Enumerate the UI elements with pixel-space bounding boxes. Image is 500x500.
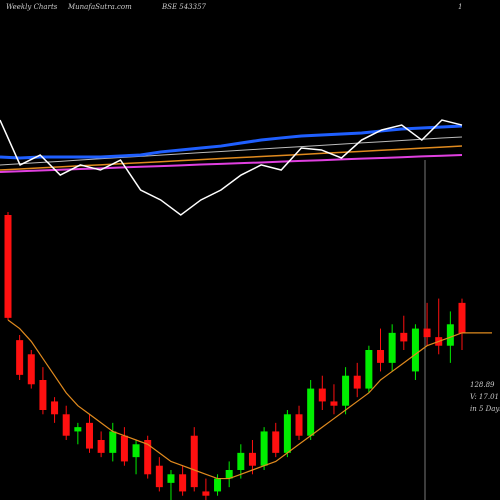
annotation: V: 17.01 X bbox=[470, 393, 500, 401]
candle-body bbox=[446, 324, 454, 346]
candle-body bbox=[97, 440, 105, 453]
header-right: 1 bbox=[458, 3, 462, 11]
indicator-line bbox=[0, 119, 463, 216]
candle-body bbox=[62, 414, 70, 436]
header-site: MunafaSutra.com bbox=[67, 3, 132, 11]
candle-body bbox=[74, 427, 82, 432]
candle-body bbox=[318, 388, 326, 402]
candle-body bbox=[16, 340, 24, 375]
candle-body bbox=[202, 491, 210, 496]
header-left: Weekly Charts bbox=[6, 3, 58, 11]
candle-body bbox=[458, 302, 466, 334]
candle-body bbox=[27, 354, 35, 385]
candle-body bbox=[248, 452, 256, 466]
indicator-line bbox=[0, 136, 463, 166]
indicator-line bbox=[0, 124, 463, 160]
annotation: 128.89 bbox=[470, 381, 495, 389]
candle-body bbox=[39, 380, 47, 410]
candle-body bbox=[144, 440, 152, 475]
candle-body bbox=[167, 474, 175, 483]
candle-body bbox=[400, 332, 408, 342]
candle-body bbox=[307, 388, 315, 436]
candle-body bbox=[272, 431, 280, 453]
annotation: in 5 Days bbox=[470, 405, 500, 413]
candle-body bbox=[155, 465, 163, 488]
candle-body bbox=[388, 332, 396, 363]
candle-body bbox=[85, 422, 93, 449]
moving-average bbox=[7, 319, 463, 480]
candle-body bbox=[4, 215, 12, 318]
candle-body bbox=[411, 328, 419, 372]
candle-body bbox=[353, 375, 361, 389]
candle-body bbox=[132, 444, 140, 458]
candle-body bbox=[190, 435, 198, 488]
candle-body bbox=[179, 474, 187, 492]
candle-body bbox=[342, 375, 350, 406]
candle-body bbox=[377, 350, 385, 363]
candle-body bbox=[283, 414, 291, 453]
indicator-line bbox=[0, 154, 463, 173]
candle-body bbox=[260, 431, 268, 466]
candle-body bbox=[214, 478, 222, 492]
candle-body bbox=[109, 431, 117, 453]
candle-body bbox=[225, 470, 233, 479]
candle-body bbox=[237, 452, 245, 470]
candle-body bbox=[120, 435, 128, 462]
candle-body bbox=[330, 401, 338, 406]
candle-body bbox=[51, 401, 59, 415]
candle-body bbox=[423, 328, 431, 338]
header-symbol: BSE 543357 bbox=[161, 3, 207, 11]
candle-body bbox=[295, 414, 303, 436]
candle-body bbox=[365, 350, 373, 389]
